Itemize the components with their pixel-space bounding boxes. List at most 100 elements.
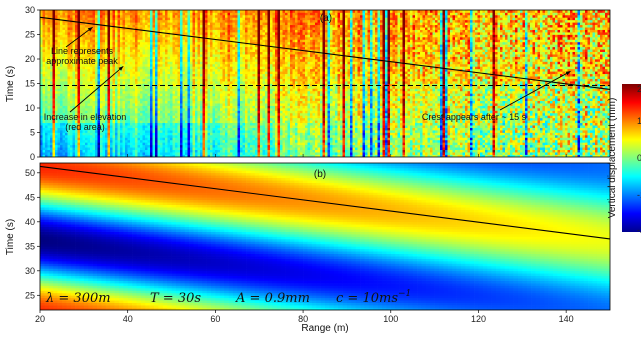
heatmap-cell bbox=[157, 139, 161, 143]
heatmap-cell bbox=[82, 112, 86, 116]
heatmap-cell bbox=[80, 85, 83, 89]
heatmap-cell bbox=[102, 144, 106, 148]
heatmap-cell bbox=[52, 63, 56, 67]
heatmap-cell bbox=[235, 71, 238, 75]
heatmap-cell bbox=[137, 36, 141, 40]
heatmap-cell bbox=[200, 54, 203, 57]
heatmap-cell bbox=[112, 144, 116, 148]
heatmap-cell bbox=[175, 83, 178, 87]
heatmap-cell bbox=[67, 29, 71, 33]
heatmap-cell bbox=[145, 108, 148, 111]
heatmap-cell bbox=[185, 98, 188, 101]
heatmap-cell bbox=[207, 83, 211, 87]
heatmap-cell bbox=[160, 78, 163, 82]
heatmap-cell bbox=[235, 36, 238, 40]
heatmap-cell bbox=[207, 142, 211, 146]
heatmap-cell bbox=[67, 22, 71, 26]
heatmap-cell bbox=[167, 71, 171, 75]
heatmap-cell bbox=[100, 59, 103, 62]
heatmap-cell bbox=[107, 144, 111, 148]
heatmap-cell bbox=[142, 39, 146, 43]
heatmap-cell bbox=[175, 154, 178, 157]
heatmap-cell bbox=[185, 76, 188, 79]
heatmap-cell bbox=[207, 49, 211, 52]
heatmap-cell bbox=[135, 17, 138, 21]
heatmap-cell bbox=[100, 137, 103, 141]
heatmap-cell bbox=[127, 78, 131, 82]
heatmap-cell bbox=[157, 110, 161, 114]
heatmap-cell bbox=[72, 85, 76, 89]
heatmap-cell bbox=[207, 29, 211, 33]
heatmap-cell bbox=[132, 61, 136, 65]
heatmap-cell bbox=[157, 115, 161, 119]
heatmap-cell bbox=[147, 88, 151, 92]
heatmap-cell bbox=[150, 12, 153, 16]
heatmap-cell bbox=[75, 41, 78, 45]
heatmap-cell bbox=[75, 12, 78, 16]
heatmap-cell bbox=[100, 115, 103, 119]
heatmap-cell bbox=[145, 14, 148, 18]
heatmap-cell bbox=[62, 29, 66, 33]
heatmap-cell bbox=[217, 41, 221, 45]
heatmap-cell bbox=[160, 71, 163, 75]
heatmap-cell bbox=[210, 152, 213, 155]
heatmap-cell bbox=[100, 44, 103, 48]
heatmap-cell bbox=[235, 51, 238, 55]
heatmap-cell bbox=[87, 83, 91, 87]
heatmap-cell bbox=[215, 59, 218, 62]
heatmap-cell bbox=[115, 14, 118, 18]
heatmap-cell bbox=[202, 144, 206, 148]
heatmap-cell bbox=[72, 134, 76, 138]
heatmap-cell bbox=[142, 71, 146, 75]
heatmap-cell bbox=[110, 22, 113, 26]
heatmap-cell bbox=[85, 95, 88, 99]
heatmap-cell bbox=[190, 105, 193, 109]
heatmap-cell bbox=[155, 95, 158, 99]
heatmap-cell bbox=[85, 39, 88, 43]
heatmap-cell bbox=[162, 137, 166, 141]
heatmap-cell bbox=[110, 17, 113, 21]
heatmap-cell bbox=[197, 29, 201, 33]
heatmap-cell bbox=[150, 19, 153, 23]
heatmap-cell bbox=[52, 152, 56, 155]
heatmap-cell bbox=[75, 24, 78, 28]
heatmap-cell bbox=[97, 14, 101, 18]
heatmap-cell bbox=[235, 39, 238, 43]
heatmap-cell bbox=[45, 152, 48, 155]
heatmap-cell bbox=[100, 36, 103, 40]
heatmap-cell bbox=[132, 90, 136, 94]
heatmap-cell bbox=[112, 110, 116, 114]
heatmap-cell bbox=[45, 85, 48, 89]
heatmap-cell bbox=[200, 34, 203, 38]
heatmap-cell bbox=[185, 130, 188, 133]
heatmap-cell bbox=[167, 93, 171, 97]
heatmap-cell bbox=[185, 22, 188, 26]
heatmap-cell bbox=[195, 103, 198, 106]
heatmap-cell bbox=[237, 142, 241, 146]
heatmap-cell bbox=[202, 132, 206, 136]
heatmap-cell bbox=[145, 73, 148, 77]
heatmap-cell bbox=[165, 59, 168, 62]
heatmap-cell bbox=[95, 108, 98, 111]
heatmap-cell bbox=[177, 59, 181, 62]
heatmap-cell bbox=[245, 134, 248, 138]
heatmap-cell bbox=[235, 41, 238, 45]
heatmap-cell bbox=[177, 76, 181, 79]
heatmap-cell bbox=[225, 105, 228, 109]
heatmap-cell bbox=[187, 108, 191, 111]
heatmap-cell bbox=[170, 127, 173, 131]
heatmap-cell bbox=[110, 14, 113, 18]
heatmap-cell bbox=[220, 108, 223, 111]
heatmap-cell bbox=[147, 44, 151, 48]
heatmap-cell bbox=[172, 98, 176, 101]
heatmap-cell bbox=[137, 88, 141, 92]
heatmap-cell bbox=[147, 105, 151, 109]
heatmap-cell bbox=[45, 12, 48, 16]
heatmap-cell bbox=[202, 88, 206, 92]
heatmap-cell bbox=[105, 44, 108, 48]
heatmap-cell bbox=[240, 78, 243, 82]
heatmap-cell bbox=[117, 117, 121, 121]
heatmap-cell bbox=[187, 103, 191, 106]
heatmap-cell bbox=[42, 98, 46, 101]
heatmap-cell bbox=[167, 90, 171, 94]
